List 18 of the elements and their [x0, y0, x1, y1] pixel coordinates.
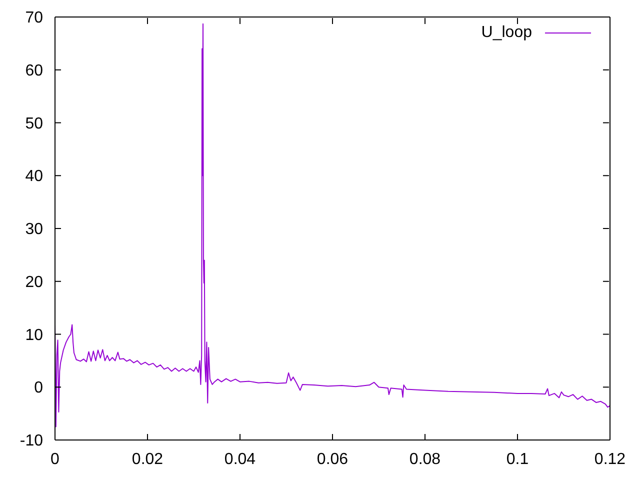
y-tick-label: 40 — [25, 168, 44, 186]
legend-label: U_loop — [481, 23, 532, 43]
y-tick-label: 50 — [25, 115, 44, 132]
x-tick-label: 0 — [50, 451, 60, 468]
x-tick-label: 0.04 — [224, 451, 256, 468]
y-tick-label: -10 — [20, 432, 44, 450]
x-tick-label: 0.1 — [506, 451, 529, 468]
x-tick-label: 0.06 — [316, 451, 348, 468]
y-tick-label: 60 — [25, 62, 44, 80]
x-tick-label: 0.02 — [132, 451, 164, 468]
y-tick-label: 70 — [25, 10, 44, 27]
x-tick-label: 0.08 — [409, 451, 441, 468]
y-tick-label: 0 — [34, 380, 44, 397]
y-tick-label: 20 — [25, 274, 44, 291]
line-series — [55, 23, 610, 428]
y-tick-label: 10 — [25, 326, 44, 344]
x-tick-label: 0.12 — [594, 451, 626, 468]
y-tick-label: 30 — [25, 221, 44, 238]
